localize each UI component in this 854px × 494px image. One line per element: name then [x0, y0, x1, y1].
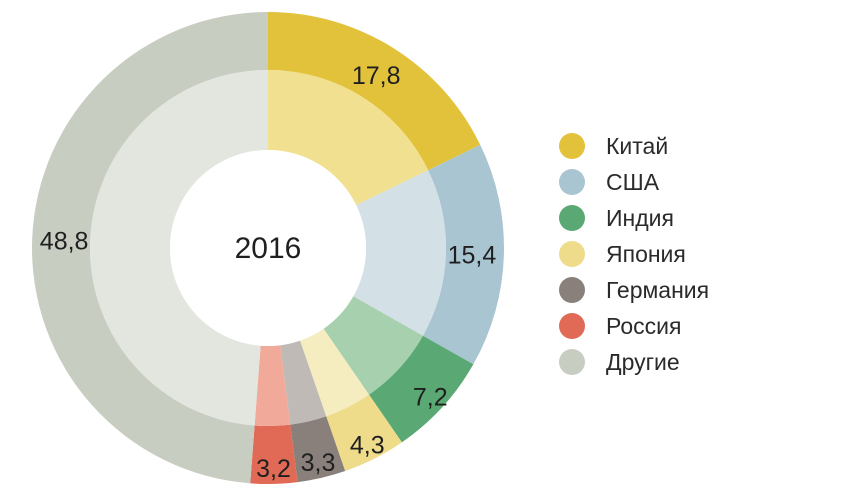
value-label-6: 48,8	[40, 227, 89, 255]
value-label-4: 3,3	[301, 449, 336, 477]
value-label-3: 4,3	[350, 431, 385, 459]
inner-slice-4	[280, 340, 327, 425]
legend-swatch-4	[559, 277, 585, 303]
outer-slice-2	[368, 335, 474, 443]
value-label-1: 15,4	[448, 241, 497, 269]
outer-slice-3	[326, 394, 402, 472]
legend-label-5: Россия	[606, 313, 681, 339]
outer-slice-0	[268, 12, 481, 171]
legend-swatch-3	[559, 241, 585, 267]
inner-slice-5	[254, 345, 291, 426]
outer-slice-1	[422, 144, 504, 365]
legend-swatch-0	[559, 133, 585, 159]
legend-swatch-2	[559, 205, 585, 231]
legend-label-6: Другие	[606, 349, 680, 375]
value-label-5: 3,2	[256, 455, 291, 483]
value-labels: 17,8 15,4 7,2 4,3 3,3 3,2 48,8	[40, 62, 497, 483]
legend-label-1: США	[606, 169, 660, 195]
legend-label-4: Германия	[606, 277, 709, 303]
inner-slice-3	[300, 328, 369, 417]
legend-swatch-5	[559, 313, 585, 339]
legend-label-3: Япония	[606, 241, 686, 267]
inner-slice-1	[353, 170, 446, 336]
legend-label-2: Индия	[606, 205, 674, 231]
legend-swatch-1	[559, 169, 585, 195]
donut-hole	[170, 150, 366, 346]
value-label-2: 7,2	[413, 384, 448, 412]
legend-label-0: Китай	[606, 133, 668, 159]
legend: Китай США Индия Япония Германия Россия Другие	[559, 133, 709, 375]
inner-slice-0	[268, 70, 429, 206]
outer-slice-4	[290, 416, 346, 483]
inner-ring	[89, 70, 446, 426]
center-year-label: 2016	[235, 232, 302, 265]
outer-slice-5	[250, 424, 298, 484]
value-label-0: 17,8	[352, 62, 401, 90]
legend-swatch-6	[559, 349, 585, 375]
inner-slice-2	[323, 296, 423, 395]
outer-ring	[31, 12, 504, 484]
inner-slice-6	[89, 70, 269, 426]
outer-slice-6	[31, 12, 268, 484]
